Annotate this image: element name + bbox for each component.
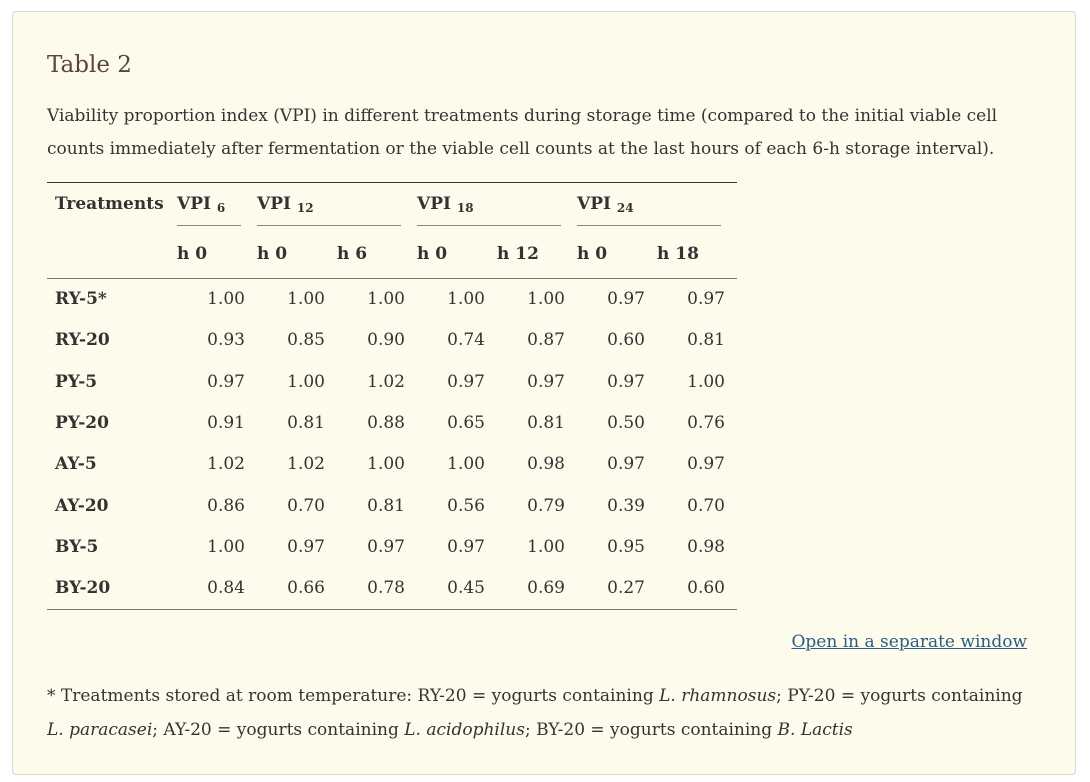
table-cell: 0.93 <box>207 330 245 351</box>
table-cell: 0.74 <box>447 330 485 351</box>
table-cell: 0.97 <box>447 536 485 557</box>
table-cell: 1.00 <box>687 371 725 392</box>
table-cell: 0.87 <box>527 330 565 351</box>
table-cell: 0.60 <box>607 330 645 351</box>
table-cell: 0.95 <box>607 536 645 557</box>
group-header-vpi24: VPI 24 <box>577 183 737 231</box>
header-row-groups: Treatments VPI 6 VPI 12 VPI 18 VPI 24 <box>47 183 737 231</box>
table-cell: 0.27 <box>607 578 645 599</box>
subcol-header: h 0 <box>577 230 657 279</box>
open-separate-window-link[interactable]: Open in a separate window <box>791 632 1027 652</box>
table-cell: 0.39 <box>607 495 645 516</box>
table-cell: 1.00 <box>367 289 405 310</box>
table-cell: 0.97 <box>447 371 485 392</box>
table-row: BY-5 1.00 0.97 0.97 0.97 1.00 0.95 0.98 <box>47 526 737 567</box>
row-label: BY-20 <box>55 578 111 599</box>
table-cell: 0.97 <box>207 371 245 392</box>
table-cell: 0.66 <box>287 578 325 599</box>
table-cell: 0.97 <box>527 371 565 392</box>
row-label: AY-5 <box>55 454 97 475</box>
table-cell: 0.88 <box>367 413 405 434</box>
table-cell: 0.56 <box>447 495 485 516</box>
table-row: RY-5* 1.00 1.00 1.00 1.00 1.00 0.97 0.97 <box>47 278 737 320</box>
table-cell: 1.00 <box>287 289 325 310</box>
table-cell: 1.00 <box>287 371 325 392</box>
table-panel: Table 2 Viability proportion index (VPI)… <box>12 11 1076 775</box>
table-cell: 1.00 <box>447 454 485 475</box>
table-cell: 0.81 <box>287 413 325 434</box>
group-header-vpi18: VPI 18 <box>417 183 577 231</box>
treatments-header: Treatments <box>55 194 164 214</box>
table-cell: 0.76 <box>687 413 725 434</box>
table-cell: 1.00 <box>447 289 485 310</box>
table-row: RY-20 0.93 0.85 0.90 0.74 0.87 0.60 0.81 <box>47 320 737 361</box>
subcol-header: h 0 <box>257 230 337 279</box>
table-cell: 0.98 <box>527 454 565 475</box>
group-header-vpi12: VPI 12 <box>257 183 417 231</box>
subcol-header: h 0 <box>417 230 497 279</box>
table-cell: 0.97 <box>287 536 325 557</box>
table-cell: 0.86 <box>207 495 245 516</box>
table-cell: 1.00 <box>207 536 245 557</box>
table-cell: 1.02 <box>287 454 325 475</box>
subcol-header: h 18 <box>657 230 737 279</box>
table-row: BY-20 0.84 0.66 0.78 0.45 0.69 0.27 0.60 <box>47 568 737 610</box>
table-cell: 0.69 <box>527 578 565 599</box>
table-cell: 0.85 <box>287 330 325 351</box>
table-row: PY-5 0.97 1.00 1.02 0.97 0.97 0.97 1.00 <box>47 361 737 402</box>
table-title: Table 2 <box>47 52 132 78</box>
table-cell: 1.00 <box>527 536 565 557</box>
table-cell: 0.97 <box>607 454 645 475</box>
table-cell: 0.97 <box>687 289 725 310</box>
table-row: AY-20 0.86 0.70 0.81 0.56 0.79 0.39 0.70 <box>47 485 737 526</box>
row-label: AY-20 <box>55 495 109 516</box>
table-body: RY-5* 1.00 1.00 1.00 1.00 1.00 0.97 0.97 RY-20 0.… <box>47 278 737 609</box>
table-cell: 0.97 <box>607 371 645 392</box>
subcol-header: h 12 <box>497 230 577 279</box>
header-row-hours: h 0 h 0 h 6 h 0 h 12 h 0 h 18 <box>47 230 737 279</box>
table-cell: 0.45 <box>447 578 485 599</box>
table-cell: 0.70 <box>287 495 325 516</box>
table-cell: 1.00 <box>207 289 245 310</box>
table-cell: 1.02 <box>367 371 405 392</box>
table-cell: 0.81 <box>527 413 565 434</box>
row-label: RY-5* <box>55 289 107 310</box>
table-cell: 0.50 <box>607 413 645 434</box>
table-footnote: * Treatments stored at room temperature:… <box>47 686 1023 740</box>
row-label: RY-20 <box>55 330 110 351</box>
row-label: PY-5 <box>55 371 98 392</box>
table-cell: 0.97 <box>367 536 405 557</box>
table-cell: 0.97 <box>607 289 645 310</box>
table-cell: 0.65 <box>447 413 485 434</box>
table-cell: 0.60 <box>687 578 725 599</box>
table-cell: 0.78 <box>367 578 405 599</box>
table-cell: 0.97 <box>687 454 725 475</box>
table-caption: Viability proportion index (VPI) in diff… <box>47 106 998 159</box>
table-row: AY-5 1.02 1.02 1.00 1.00 0.98 0.97 0.97 <box>47 444 737 485</box>
subcol-header: h 0 <box>177 230 257 279</box>
table-cell: 0.98 <box>687 536 725 557</box>
table-cell: 0.70 <box>687 495 725 516</box>
group-header-vpi6: VPI 6 <box>177 183 257 231</box>
row-label: PY-20 <box>55 413 109 434</box>
vpi-table: Treatments VPI 6 VPI 12 VPI 18 VPI 24 h … <box>47 182 737 610</box>
subcol-header: h 6 <box>337 230 417 279</box>
table-cell: 1.02 <box>207 454 245 475</box>
row-label: BY-5 <box>55 536 99 557</box>
table-cell: 0.81 <box>687 330 725 351</box>
table-cell: 1.00 <box>367 454 405 475</box>
table-cell: 0.84 <box>207 578 245 599</box>
table-row: PY-20 0.91 0.81 0.88 0.65 0.81 0.50 0.76 <box>47 402 737 443</box>
table-cell: 0.81 <box>367 495 405 516</box>
table-cell: 0.90 <box>367 330 405 351</box>
table-cell: 0.91 <box>207 413 245 434</box>
table-cell: 1.00 <box>527 289 565 310</box>
table-cell: 0.79 <box>527 495 565 516</box>
